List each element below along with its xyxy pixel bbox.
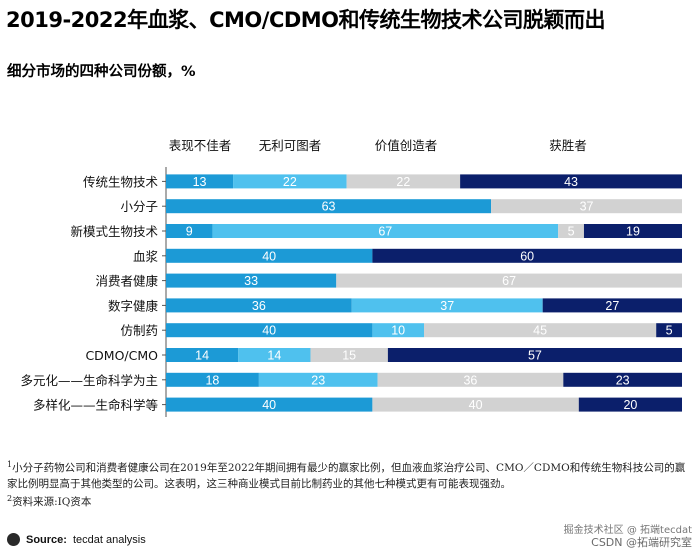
category-label: 传统生物技术: [83, 174, 159, 189]
data-label: 23: [311, 373, 325, 387]
data-label: 33: [244, 274, 258, 288]
data-label: 40: [262, 324, 276, 338]
data-label: 5: [568, 225, 575, 239]
legend-label-1: 无利可图者: [259, 138, 322, 153]
bar-segment: [166, 199, 492, 214]
category-label: CDMO/CMO: [85, 348, 158, 363]
data-label: 37: [580, 200, 594, 214]
bar-segment: [578, 397, 682, 412]
category-label: 数字健康: [108, 298, 159, 313]
legend-label-2: 价值创造者: [375, 138, 438, 153]
source-note: 2资料来源:IQ资本: [7, 494, 91, 510]
data-label: 63: [322, 200, 336, 214]
category-label: 多元化——生命科学为主: [20, 373, 158, 388]
data-label: 22: [283, 175, 297, 189]
watermark-line-2: CSDN @拓端研究室: [591, 536, 692, 549]
footnote: 1小分子药物公司和消费者健康公司在2019年至2022年期间拥有最少的赢家比例，…: [7, 460, 697, 492]
bar-segment: [491, 199, 682, 214]
bar-segment: [563, 372, 682, 387]
bar-segment: [656, 323, 682, 338]
bar-segment: [310, 348, 388, 362]
data-label: 40: [262, 249, 276, 263]
category-label: 小分子: [120, 199, 158, 214]
bar-segment: [233, 174, 347, 189]
data-label: 67: [378, 225, 392, 239]
bar-segment: [346, 174, 461, 189]
data-label: 22: [396, 175, 410, 189]
bar-segment: [166, 273, 337, 288]
footnote-marker: 1: [7, 460, 13, 469]
category-label: 多样化——生命科学等: [33, 398, 158, 413]
data-label: 57: [528, 349, 542, 363]
bar-segment: [372, 248, 682, 263]
bar-segment: [166, 397, 373, 412]
data-label: 13: [193, 175, 207, 189]
bar-segment: [372, 323, 424, 338]
bar-segment: [212, 224, 559, 238]
bar-segment: [372, 397, 579, 412]
data-label: 14: [267, 349, 281, 363]
footnote-line-1: 小分子药物公司和消费者健康公司在2019年至2022年期间拥有最少的赢家比例，但…: [12, 462, 686, 474]
bar-segment: [166, 248, 373, 263]
data-label: 37: [440, 299, 454, 313]
data-label: 67: [502, 274, 516, 288]
data-label: 5: [666, 324, 673, 338]
bar-segment: [166, 372, 259, 387]
source-line: Source: tecdat analysis: [7, 533, 146, 546]
tecdat-logo-icon: [7, 533, 20, 546]
source-note-marker: 2: [7, 494, 13, 503]
legend-label-3: 获胜者: [549, 138, 587, 153]
legend-label-0: 表现不佳者: [169, 138, 232, 153]
bar-segment: [238, 348, 311, 362]
bar-segment: [336, 273, 682, 288]
bar-segment: [258, 372, 378, 387]
data-label: 9: [186, 225, 193, 239]
source-note-text: 资料来源:IQ资本: [12, 496, 92, 508]
data-label: 14: [195, 349, 209, 363]
data-label: 23: [616, 373, 630, 387]
data-label: 15: [342, 349, 356, 363]
bar-segment: [424, 323, 657, 338]
data-label: 27: [605, 299, 619, 313]
data-label: 43: [564, 175, 578, 189]
bar-segment: [542, 298, 682, 313]
category-label: 仿制药: [120, 323, 158, 338]
footnote-line-2: 家比例明显高于其他类型的公司。这表明，这三种商业模式目前比制药业的其他七种模式更…: [7, 478, 511, 490]
data-label: 10: [391, 324, 405, 338]
bar-segment: [460, 174, 682, 189]
bar-segment: [166, 348, 239, 362]
data-label: 40: [469, 398, 483, 412]
bar-segment: [166, 298, 352, 313]
data-label: 45: [533, 324, 547, 338]
data-label: 18: [205, 373, 219, 387]
data-label: 36: [463, 373, 477, 387]
category-label: 消费者健康: [95, 274, 158, 289]
chart-subtitle: 细分市场的四种公司份额，%: [7, 64, 196, 80]
bar-segment: [166, 323, 373, 338]
data-label: 60: [520, 249, 534, 263]
data-label: 19: [626, 225, 640, 239]
bar-segment: [377, 372, 564, 387]
bar-segment: [387, 348, 682, 362]
source-label: Source:: [26, 533, 67, 546]
bar-segment: [558, 224, 584, 238]
data-label: 20: [623, 398, 637, 412]
data-label: 40: [262, 398, 276, 412]
watermark-line-1: 掘金技术社区 @ 拓端tecdat: [563, 525, 692, 536]
bar-segment: [351, 298, 543, 313]
bar-segment: [166, 174, 234, 189]
chart-title: 2019-2022年血浆、CMO/CDMO和传统生物技术公司脱颖而出: [6, 8, 606, 32]
data-label: 36: [252, 299, 266, 313]
source-text: tecdat analysis: [72, 533, 146, 546]
category-label: 新模式生物技术: [70, 224, 158, 239]
bar-segment: [166, 224, 213, 238]
category-label: 血浆: [133, 249, 159, 264]
bar-segment: [583, 224, 682, 238]
